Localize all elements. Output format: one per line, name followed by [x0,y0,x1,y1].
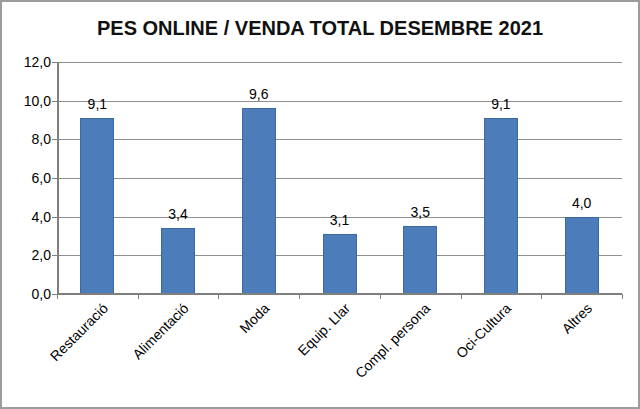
x-axis-label: Equip. Llar [294,300,353,359]
y-axis-label: 0,0 [5,286,51,302]
bar [80,118,114,294]
bar-value-label: 3,1 [330,213,349,228]
bar [484,118,518,294]
x-axis-line [57,293,622,295]
gridline [57,178,622,179]
gridline [57,139,622,140]
bar-value-label: 9,6 [249,87,268,102]
x-axis-label: Altres [558,300,595,337]
bar-value-label: 3,4 [168,207,187,222]
x-axis-label: Restauració [47,300,111,364]
bar [403,226,437,294]
x-axis-label: Moda [236,300,272,336]
bar-value-label: 9,1 [491,97,510,112]
y-axis-label: 2,0 [5,247,51,263]
chart-window: PES ONLINE / VENDA TOTAL DESEMBRE 2021 0… [0,0,640,409]
y-axis-label: 12,0 [5,54,51,70]
bar [242,108,276,294]
bar [323,234,357,294]
gridline [57,62,622,63]
y-axis-line [57,62,59,295]
y-axis-label: 10,0 [5,93,51,109]
x-axis-label: Oci-Cultura [453,300,514,361]
y-axis-label: 8,0 [5,131,51,147]
bar [565,217,599,294]
y-axis-label: 4,0 [5,209,51,225]
x-axis-label: Compl. persona [352,300,433,381]
gridline [57,101,622,102]
bar-value-label: 3,5 [410,205,429,220]
bar-value-label: 9,1 [88,97,107,112]
x-axis-label: Alimentació [129,300,191,362]
bar [161,228,195,294]
bar-value-label: 4,0 [572,196,591,211]
plot-area: 0,0 2,0 4,0 6,0 8,0 10,0 12,0 9,1 Restauració 3,4… [2,2,638,407]
x-tick [622,294,623,299]
y-axis-label: 6,0 [5,170,51,186]
